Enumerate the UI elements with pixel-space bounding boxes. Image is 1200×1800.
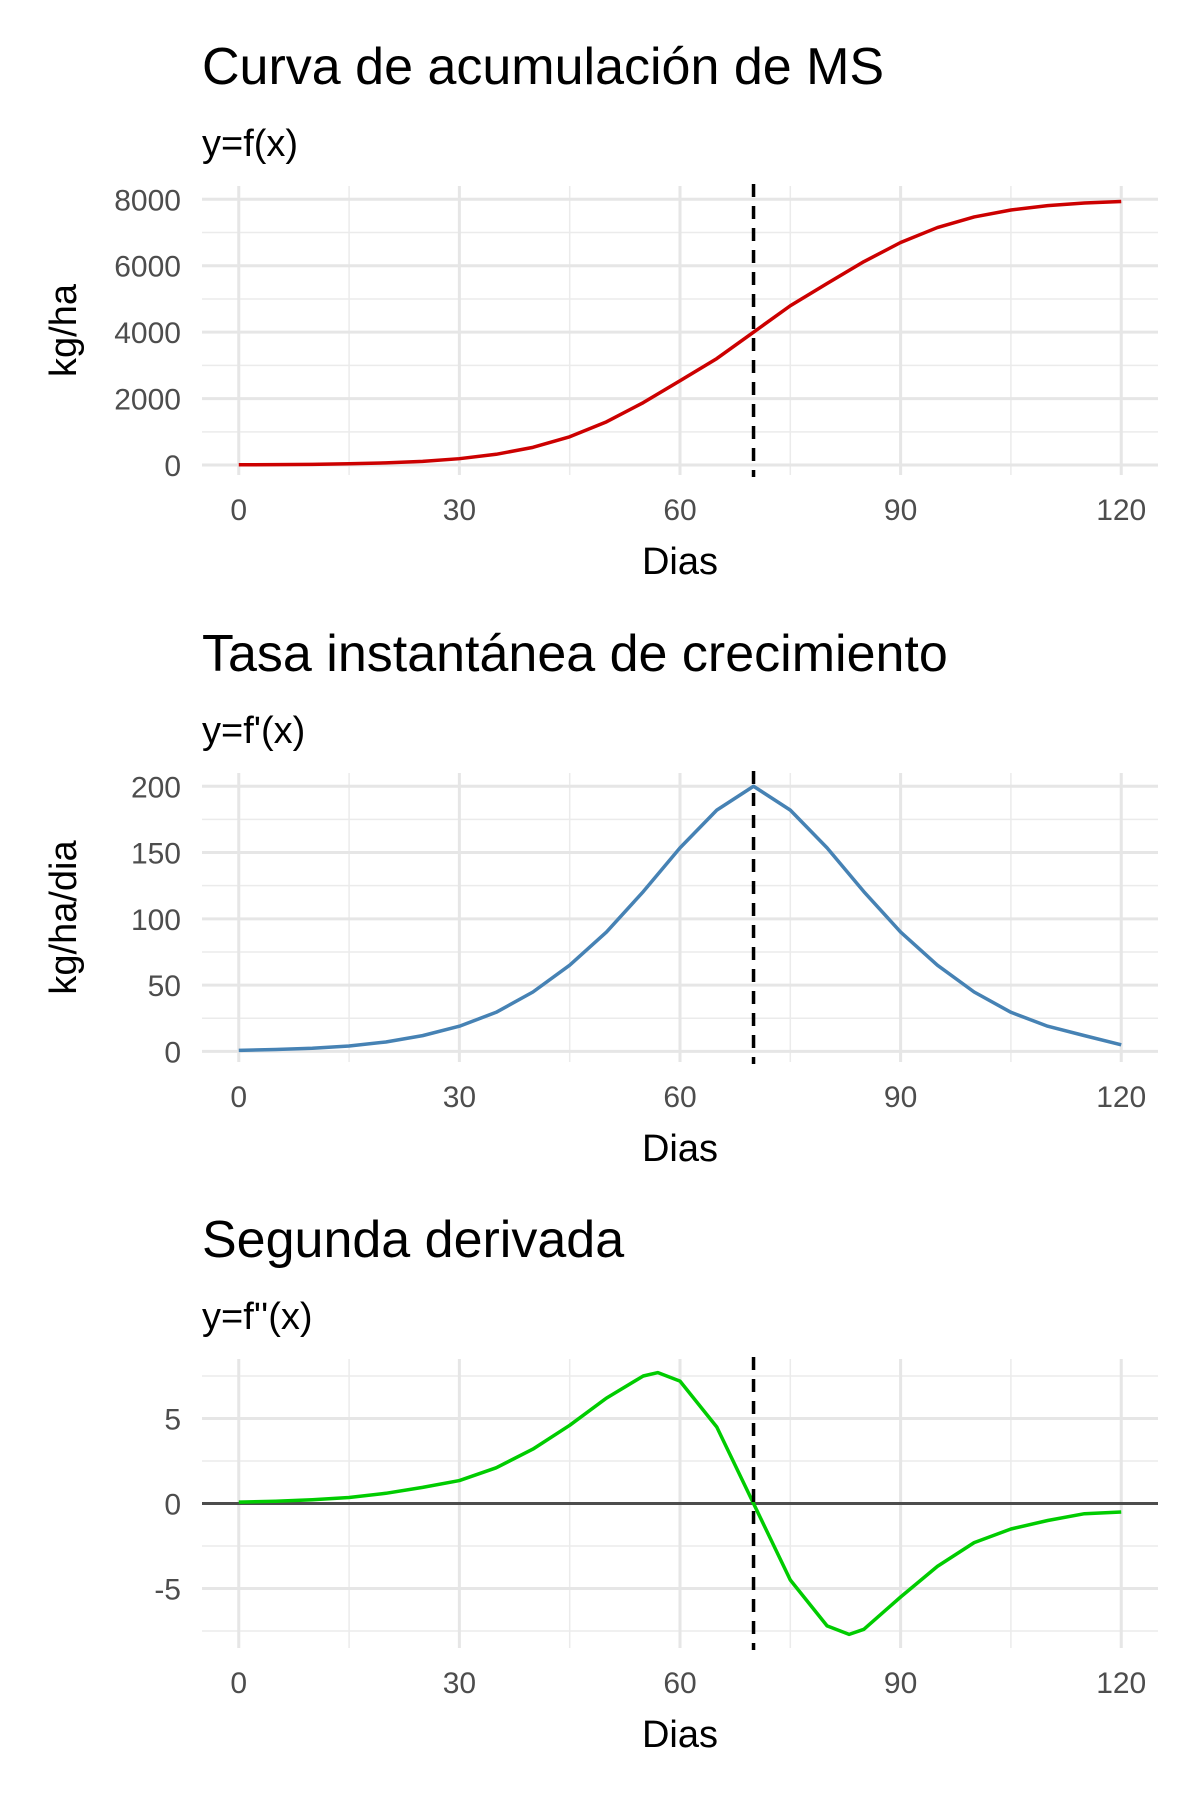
x-axis-label: Dias (642, 1128, 718, 1170)
x-tick-label: 120 (1096, 494, 1146, 527)
series-line (238, 784, 1122, 1053)
chart-subtitle: y=f''(x) (202, 1296, 313, 1338)
chart-title: Curva de acumulación de MS (202, 38, 884, 96)
x-tick-label: 90 (884, 1081, 917, 1114)
x-axis-label: Dias (642, 1714, 718, 1756)
y-tick-label: 0 (164, 1036, 181, 1069)
chart-panel-3: Segunda derivada y=f''(x) 0 30 60 90 120 -5 0 5 Di… (154, 1211, 1158, 1756)
y-tick-label: 100 (131, 904, 181, 937)
x-tick-label: 60 (663, 1667, 696, 1700)
y-tick-label: 50 (148, 970, 181, 1003)
x-tick-label: 0 (230, 1081, 247, 1114)
x-tick-label: 30 (443, 1081, 476, 1114)
chart-title: Tasa instantánea de crecimiento (202, 625, 948, 683)
y-tick-label: 0 (164, 450, 181, 483)
chart-subtitle: y=f(x) (202, 123, 298, 165)
y-tick-label: 5 (164, 1404, 181, 1437)
x-tick-label: 120 (1096, 1081, 1146, 1114)
x-tick-label: 60 (663, 1081, 696, 1114)
x-tick-label: 30 (443, 494, 476, 527)
x-tick-label: 90 (884, 1667, 917, 1700)
x-tick-label: 0 (230, 1667, 247, 1700)
chart-subtitle: y=f'(x) (202, 710, 305, 752)
y-tick-label: 200 (131, 771, 181, 804)
chart-title: Segunda derivada (202, 1211, 624, 1269)
x-tick-label: 60 (663, 494, 696, 527)
y-tick-label: 6000 (114, 251, 181, 284)
x-tick-label: 120 (1096, 1667, 1146, 1700)
y-axis-label: kg/ha/dia (43, 840, 85, 995)
y-tick-label: -5 (154, 1574, 181, 1607)
y-tick-label: 8000 (114, 184, 181, 217)
x-tick-label: 30 (443, 1667, 476, 1700)
x-tick-label: 90 (884, 494, 917, 527)
y-tick-label: 2000 (114, 384, 181, 417)
series-line (238, 1370, 1122, 1637)
y-tick-label: 0 (164, 1489, 181, 1522)
y-tick-label: 150 (131, 838, 181, 871)
y-axis-label: kg/ha (43, 283, 85, 377)
series-line (238, 199, 1122, 467)
y-tick-label: 4000 (114, 317, 181, 350)
x-axis-label: Dias (642, 541, 718, 583)
chart-panel-1: Curva de acumulación de MS y=f(x) 0 30 60 90 1… (43, 38, 1158, 583)
chart-panel-2: Tasa instantánea de crecimiento y=f'(x) 0 3… (43, 625, 1158, 1170)
x-tick-label: 0 (230, 494, 247, 527)
